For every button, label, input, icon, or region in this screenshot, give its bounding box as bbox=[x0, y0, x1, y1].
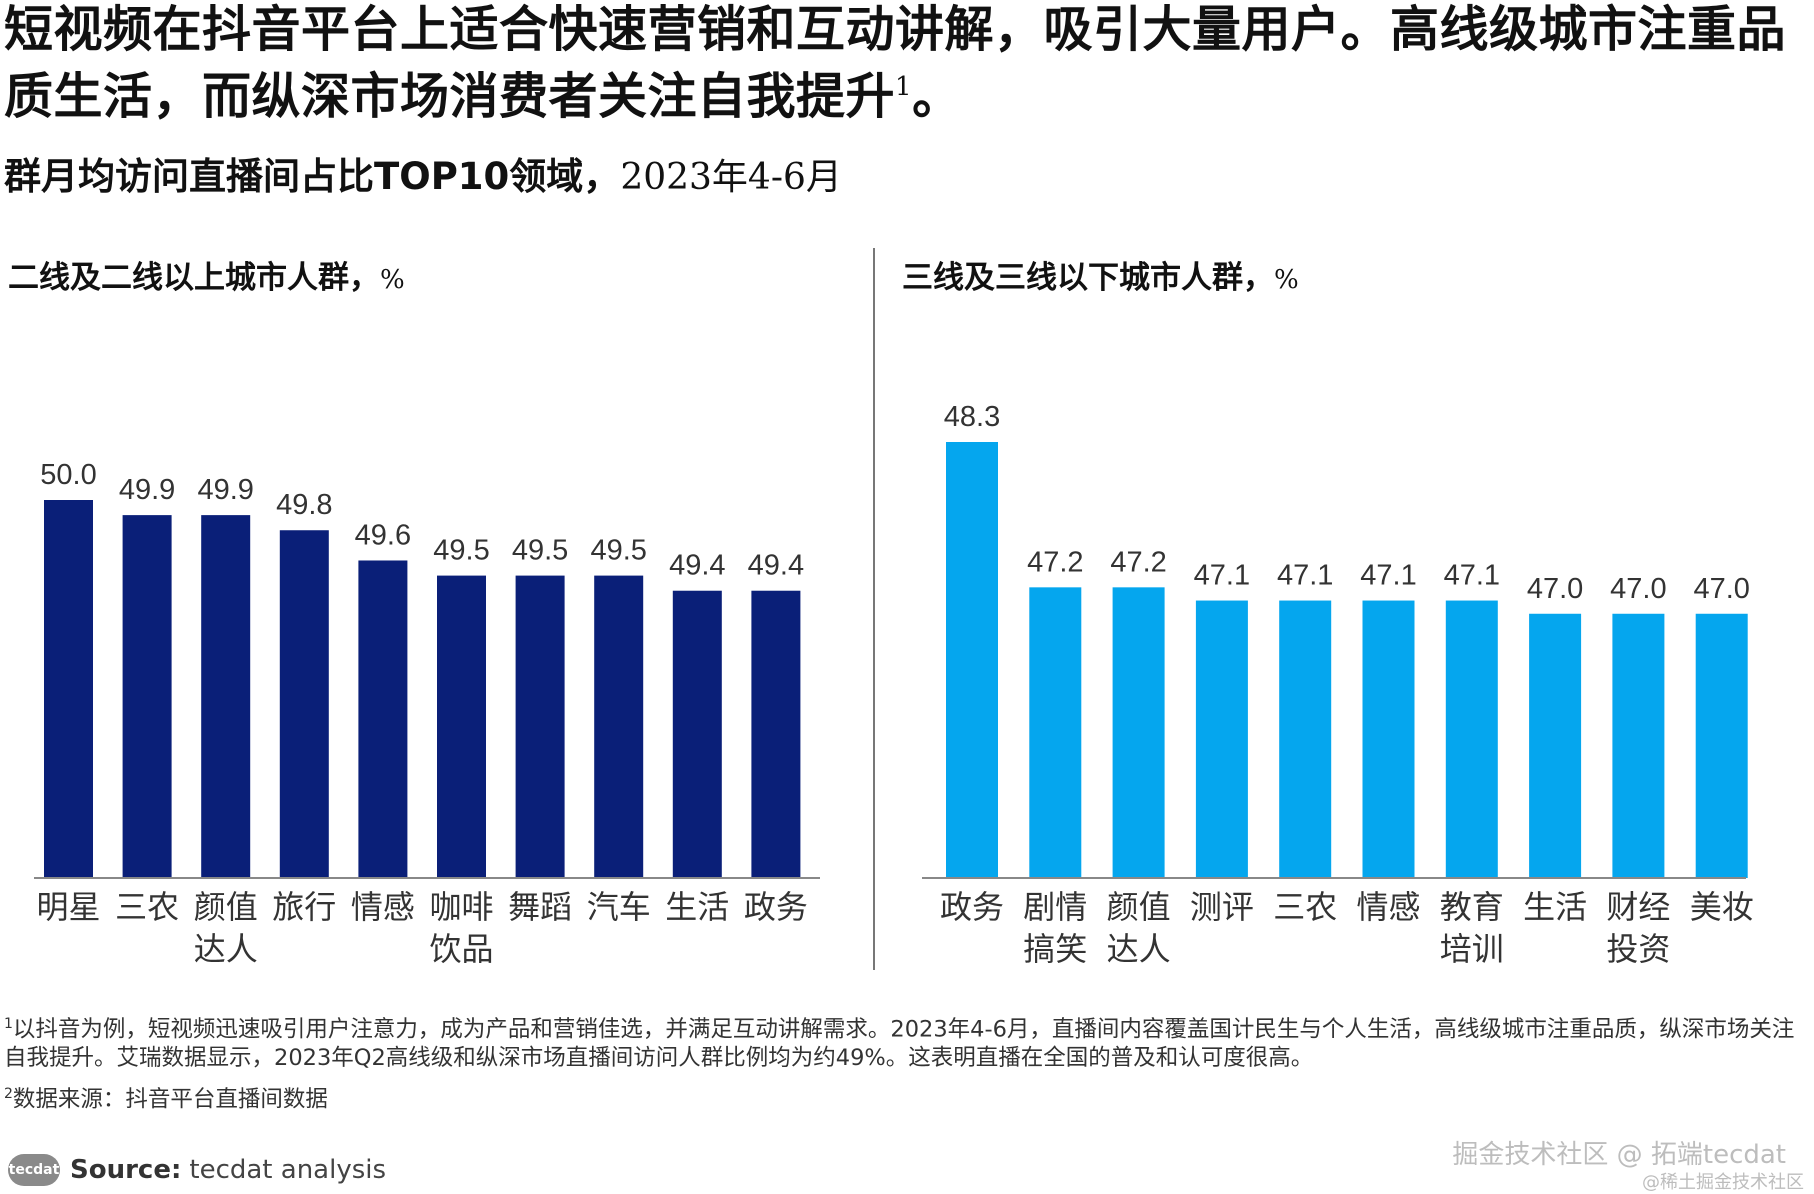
right-category-label: 生活 bbox=[1523, 888, 1587, 926]
left-value-label: 49.8 bbox=[276, 489, 332, 521]
left-bar bbox=[358, 560, 408, 878]
left-bar bbox=[594, 575, 644, 878]
left-bar bbox=[437, 575, 486, 878]
left-value-label: 49.5 bbox=[433, 535, 489, 567]
footnotes: 1以抖音为例，短视频迅速吸引用户注意力，成为产品和营销佳选，并满足互动讲解需求。… bbox=[4, 1010, 1810, 1113]
left-panel-unit: % bbox=[380, 265, 405, 295]
footnote-1: 1以抖音为例，短视频迅速吸引用户注意力，成为产品和营销佳选，并满足互动讲解需求。… bbox=[4, 1010, 1810, 1072]
left-category-label: 咖啡 bbox=[429, 888, 493, 926]
footnote-2-mark: 2 bbox=[4, 1085, 13, 1102]
left-bar bbox=[515, 575, 565, 878]
right-category-label: 情感 bbox=[1356, 888, 1420, 926]
footnote-2: 2数据来源：抖音平台直播间数据 bbox=[4, 1080, 1810, 1114]
right-value-label: 47.0 bbox=[1693, 573, 1749, 605]
watermark-main: 掘金技术社区 @ 拓端tecdat bbox=[1452, 1140, 1786, 1170]
left-bar bbox=[122, 515, 172, 878]
right-value-label: 47.2 bbox=[1110, 546, 1166, 578]
headline-text: 短视频在抖音平台上适合快速营销和互动讲解，吸引大量用户。高线级城市注重品质生活，… bbox=[4, 0, 1787, 125]
right-category-label: 政务 bbox=[940, 888, 1004, 926]
footnote-1-text: 以抖音为例，短视频迅速吸引用户注意力，成为产品和营销佳选，并满足互动讲解需求。2… bbox=[4, 1016, 1795, 1071]
left-category-label: 情感 bbox=[351, 888, 415, 926]
right-panel-title-text: 三线及三线以下城市人群， bbox=[902, 260, 1274, 296]
right-category-label: 投资 bbox=[1606, 930, 1670, 968]
headline: 短视频在抖音平台上适合快速营销和互动讲解，吸引大量用户。高线级城市注重品质生活，… bbox=[4, 0, 1810, 125]
left-value-label: 49.9 bbox=[197, 474, 253, 506]
right-value-label: 47.0 bbox=[1527, 573, 1583, 605]
left-value-label: 49.4 bbox=[748, 550, 804, 582]
right-category-label: 测评 bbox=[1190, 888, 1254, 926]
source-text: tecdat analysis bbox=[189, 1155, 387, 1185]
right-category-label: 培训 bbox=[1440, 930, 1504, 968]
right-category-label: 搞笑 bbox=[1023, 930, 1087, 968]
source-line: tecdat Source: tecdat analysis bbox=[8, 1152, 386, 1188]
right-category-label: 教育 bbox=[1440, 888, 1504, 926]
left-category-label: 旅行 bbox=[272, 888, 336, 926]
left-category-label: 政务 bbox=[744, 888, 808, 926]
right-bar bbox=[1362, 600, 1415, 878]
left-category-label: 舞蹈 bbox=[508, 888, 572, 926]
right-value-label: 47.2 bbox=[1027, 546, 1083, 578]
left-category-label: 生活 bbox=[665, 888, 729, 926]
right-value-label: 47.1 bbox=[1444, 560, 1500, 592]
right-category-label: 美妆 bbox=[1690, 888, 1754, 926]
right-value-label: 47.1 bbox=[1360, 560, 1416, 592]
left-category-label: 三农 bbox=[115, 888, 179, 926]
footnote-1-mark: 1 bbox=[4, 1016, 13, 1032]
footnote-2-text: 数据来源：抖音平台直播间数据 bbox=[12, 1086, 328, 1112]
left-value-label: 49.9 bbox=[119, 474, 175, 506]
left-category-label: 汽车 bbox=[587, 888, 651, 926]
left-value-label: 49.5 bbox=[590, 535, 646, 567]
right-bar bbox=[1529, 613, 1582, 878]
left-bar bbox=[279, 530, 329, 878]
right-category-label: 颜值 bbox=[1107, 888, 1171, 926]
left-value-label: 50.0 bbox=[40, 459, 96, 491]
right-bar bbox=[1029, 587, 1082, 878]
left-panel-title-text: 二线及二线以上城市人群， bbox=[8, 260, 380, 296]
right-value-label: 47.1 bbox=[1277, 560, 1333, 592]
right-bar bbox=[1695, 613, 1748, 878]
source-label: Source: bbox=[70, 1155, 182, 1185]
chart-subtitle: 群月均访问直播间占比TOP10领域，2023年4-6月 bbox=[4, 146, 842, 200]
right-bar bbox=[1195, 600, 1248, 878]
right-category-label: 三农 bbox=[1273, 888, 1337, 926]
left-panel-title: 二线及二线以上城市人群，% bbox=[8, 252, 405, 297]
left-bar bbox=[44, 500, 93, 878]
right-category-label: 财经 bbox=[1606, 888, 1670, 926]
right-category-label: 剧情 bbox=[1023, 888, 1087, 926]
right-bar bbox=[1112, 587, 1165, 878]
right-bar bbox=[1612, 613, 1665, 878]
panel-divider bbox=[873, 248, 875, 970]
left-category-label: 明星 bbox=[36, 888, 100, 926]
right-value-label: 47.1 bbox=[1194, 560, 1250, 592]
left-bar bbox=[672, 590, 722, 878]
headline-end: 。 bbox=[912, 67, 962, 125]
left-bar bbox=[201, 515, 251, 878]
right-bar bbox=[946, 442, 998, 878]
subtitle-main: 群月均访问直播间占比TOP10领域， bbox=[4, 155, 621, 198]
left-value-label: 49.5 bbox=[512, 535, 568, 567]
left-bar bbox=[751, 590, 801, 878]
left-value-label: 49.6 bbox=[355, 519, 411, 551]
left-category-label: 达人 bbox=[194, 930, 258, 968]
watermark-sub: @稀土掘金技术社区 bbox=[1642, 1172, 1804, 1193]
headline-footnote-mark: 1 bbox=[895, 72, 913, 102]
right-panel-title: 三线及三线以下城市人群，% bbox=[902, 252, 1299, 297]
right-panel-unit: % bbox=[1274, 265, 1299, 295]
left-category-label: 饮品 bbox=[429, 930, 493, 968]
right-bar bbox=[1279, 600, 1332, 878]
tecdat-logo: tecdat bbox=[8, 1154, 60, 1186]
left-category-label: 颜值 bbox=[194, 888, 258, 926]
subtitle-dates: 2023年4-6月 bbox=[620, 157, 842, 198]
left-value-label: 49.4 bbox=[669, 550, 725, 582]
right-value-label: 48.3 bbox=[944, 401, 1000, 433]
right-bar bbox=[1445, 600, 1498, 878]
right-category-label: 达人 bbox=[1107, 930, 1171, 968]
right-value-label: 47.0 bbox=[1610, 573, 1666, 605]
